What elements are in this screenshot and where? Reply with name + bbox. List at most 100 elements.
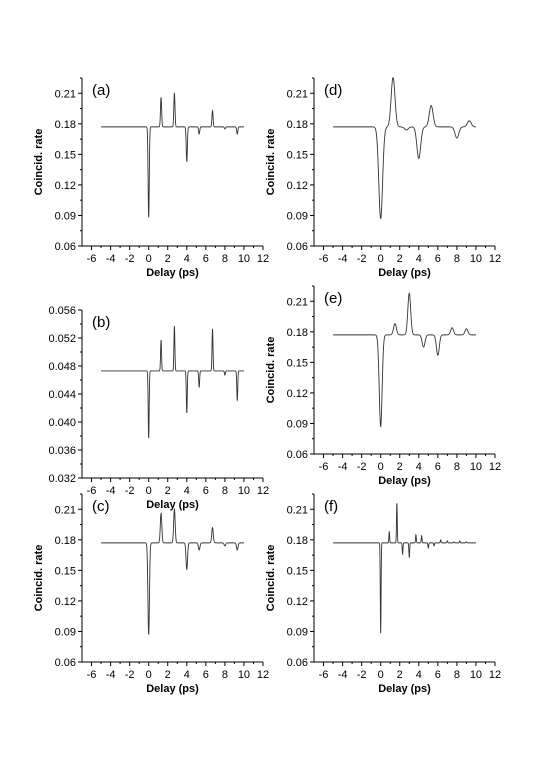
x-tick-label: 6 xyxy=(435,461,441,473)
y-tick-label: 0.21 xyxy=(55,88,76,100)
y-tick-label: 0.09 xyxy=(287,210,308,222)
x-tick-label: 0 xyxy=(378,253,384,265)
x-tick-label: -6 xyxy=(87,669,97,681)
x-tick-label: -4 xyxy=(338,253,348,265)
x-tick-label: -4 xyxy=(106,253,116,265)
panel-d: -6 -4 -2 0 2 4 6 8 10 12 0.06 0.09 0.12 0.15 0.18 0.21 D… xyxy=(265,77,501,279)
panel-label: (f) xyxy=(324,498,338,515)
x-tick-label: 0 xyxy=(378,669,384,681)
y-tick-label: 0.06 xyxy=(55,657,76,669)
x-tick-label: 6 xyxy=(203,253,209,265)
x-tick-label: 10 xyxy=(238,485,250,497)
panel-b: -6 -4 -2 0 2 4 6 8 10 12 0.032 0.036 0.040 0.044 0.048… xyxy=(48,305,269,511)
panel-f: -6 -4 -2 0 2 4 6 8 10 12 0.06 0.09 0.12 0.15 0.18 0.21 D… xyxy=(265,493,501,695)
y-tick-label: 0.18 xyxy=(287,119,308,131)
x-tick-label: 8 xyxy=(222,253,228,265)
x-tick-label: 10 xyxy=(470,669,482,681)
x-tick-label: -4 xyxy=(106,669,116,681)
x-tick-label: 12 xyxy=(489,669,501,681)
x-tick-label: 10 xyxy=(470,253,482,265)
x-tick-label: 4 xyxy=(416,253,422,265)
series-line xyxy=(101,508,244,635)
panel-label: (b) xyxy=(92,314,110,331)
y-tick-label: 0.18 xyxy=(55,119,76,131)
y-axis-label: Coincid. rate xyxy=(265,337,277,404)
y-tick-label: 0.15 xyxy=(287,357,308,369)
panel-label: (a) xyxy=(92,82,110,99)
y-tick-label: 0.15 xyxy=(55,149,76,161)
x-tick-label: 12 xyxy=(257,669,269,681)
x-tick-label: 0 xyxy=(146,253,152,265)
y-tick-label: 0.052 xyxy=(48,333,76,345)
x-tick-label: 12 xyxy=(489,461,501,473)
y-tick-label: 0.06 xyxy=(287,449,308,461)
y-tick-label: 0.06 xyxy=(287,657,308,669)
x-tick-label: 10 xyxy=(238,669,250,681)
y-tick-label: 0.12 xyxy=(287,388,308,400)
y-tick-label: 0.06 xyxy=(55,241,76,253)
y-tick-label: 0.036 xyxy=(48,445,76,457)
x-tick-label: 2 xyxy=(397,253,403,265)
x-tick-label: -6 xyxy=(319,253,329,265)
x-axis-label: Delay (ps) xyxy=(378,267,431,279)
x-tick-label: 12 xyxy=(489,253,501,265)
y-axis-label: Coincid. rate xyxy=(33,545,45,612)
x-tick-label: 0 xyxy=(378,461,384,473)
x-axis-label: Delay (ps) xyxy=(378,683,431,695)
y-tick-label: 0.21 xyxy=(287,88,308,100)
y-tick-label: 0.12 xyxy=(55,596,76,608)
x-tick-label: -2 xyxy=(125,485,135,497)
x-tick-label: 4 xyxy=(416,669,422,681)
x-axis-label: Delay (ps) xyxy=(146,683,199,695)
x-tick-label: -2 xyxy=(357,461,367,473)
y-tick-label: 0.09 xyxy=(287,418,308,430)
x-tick-label: 4 xyxy=(184,485,190,497)
series-line xyxy=(333,503,476,634)
y-axis-label: Coincid. rate xyxy=(265,129,277,196)
x-tick-label: -6 xyxy=(319,669,329,681)
x-axis-label: Delay (ps) xyxy=(146,499,199,511)
x-tick-label: 4 xyxy=(416,461,422,473)
y-axis-label: Coincid. rate xyxy=(265,545,277,612)
y-tick-label: 0.21 xyxy=(55,504,76,516)
y-tick-label: 0.06 xyxy=(287,241,308,253)
x-tick-label: 8 xyxy=(454,461,460,473)
x-tick-label: 10 xyxy=(470,461,482,473)
y-tick-label: 0.18 xyxy=(55,535,76,547)
y-tick-label: 0.21 xyxy=(287,296,308,308)
x-tick-label: 2 xyxy=(165,485,171,497)
panel-a: -6 -4 -2 0 2 4 6 8 10 12 0.06 0.09 0.12 0.15 0.18 0.21 D… xyxy=(33,77,269,279)
x-tick-label: -2 xyxy=(125,253,135,265)
y-tick-label: 0.21 xyxy=(287,504,308,516)
x-tick-label: -2 xyxy=(357,669,367,681)
x-tick-label: 4 xyxy=(184,669,190,681)
x-tick-label: -6 xyxy=(87,485,97,497)
x-tick-label: 12 xyxy=(257,485,269,497)
x-tick-label: 6 xyxy=(203,669,209,681)
y-tick-label: 0.12 xyxy=(55,180,76,192)
y-axis-label: Coincid. rate xyxy=(33,129,45,196)
x-tick-label: -4 xyxy=(338,669,348,681)
panel-c: -6 -4 -2 0 2 4 6 8 10 12 0.06 0.09 0.12 0.15 0.18 0.21 D… xyxy=(33,493,269,695)
panel-label: (d) xyxy=(324,82,342,99)
y-tick-label: 0.09 xyxy=(55,210,76,222)
y-tick-label: 0.040 xyxy=(48,417,76,429)
x-tick-label: -2 xyxy=(125,669,135,681)
x-tick-label: 6 xyxy=(435,253,441,265)
y-tick-label: 0.048 xyxy=(48,361,76,373)
x-tick-label: -2 xyxy=(357,253,367,265)
panel-label: (c) xyxy=(92,498,110,515)
series-line xyxy=(101,326,244,439)
x-tick-label: 8 xyxy=(454,253,460,265)
x-tick-label: 6 xyxy=(203,485,209,497)
x-tick-label: 8 xyxy=(222,485,228,497)
x-tick-label: -6 xyxy=(319,461,329,473)
x-tick-label: 10 xyxy=(238,253,250,265)
x-tick-label: 4 xyxy=(184,253,190,265)
y-tick-label: 0.12 xyxy=(287,180,308,192)
y-tick-label: 0.09 xyxy=(287,626,308,638)
y-tick-label: 0.056 xyxy=(48,305,76,317)
x-tick-label: 0 xyxy=(146,485,152,497)
x-tick-label: -4 xyxy=(338,461,348,473)
